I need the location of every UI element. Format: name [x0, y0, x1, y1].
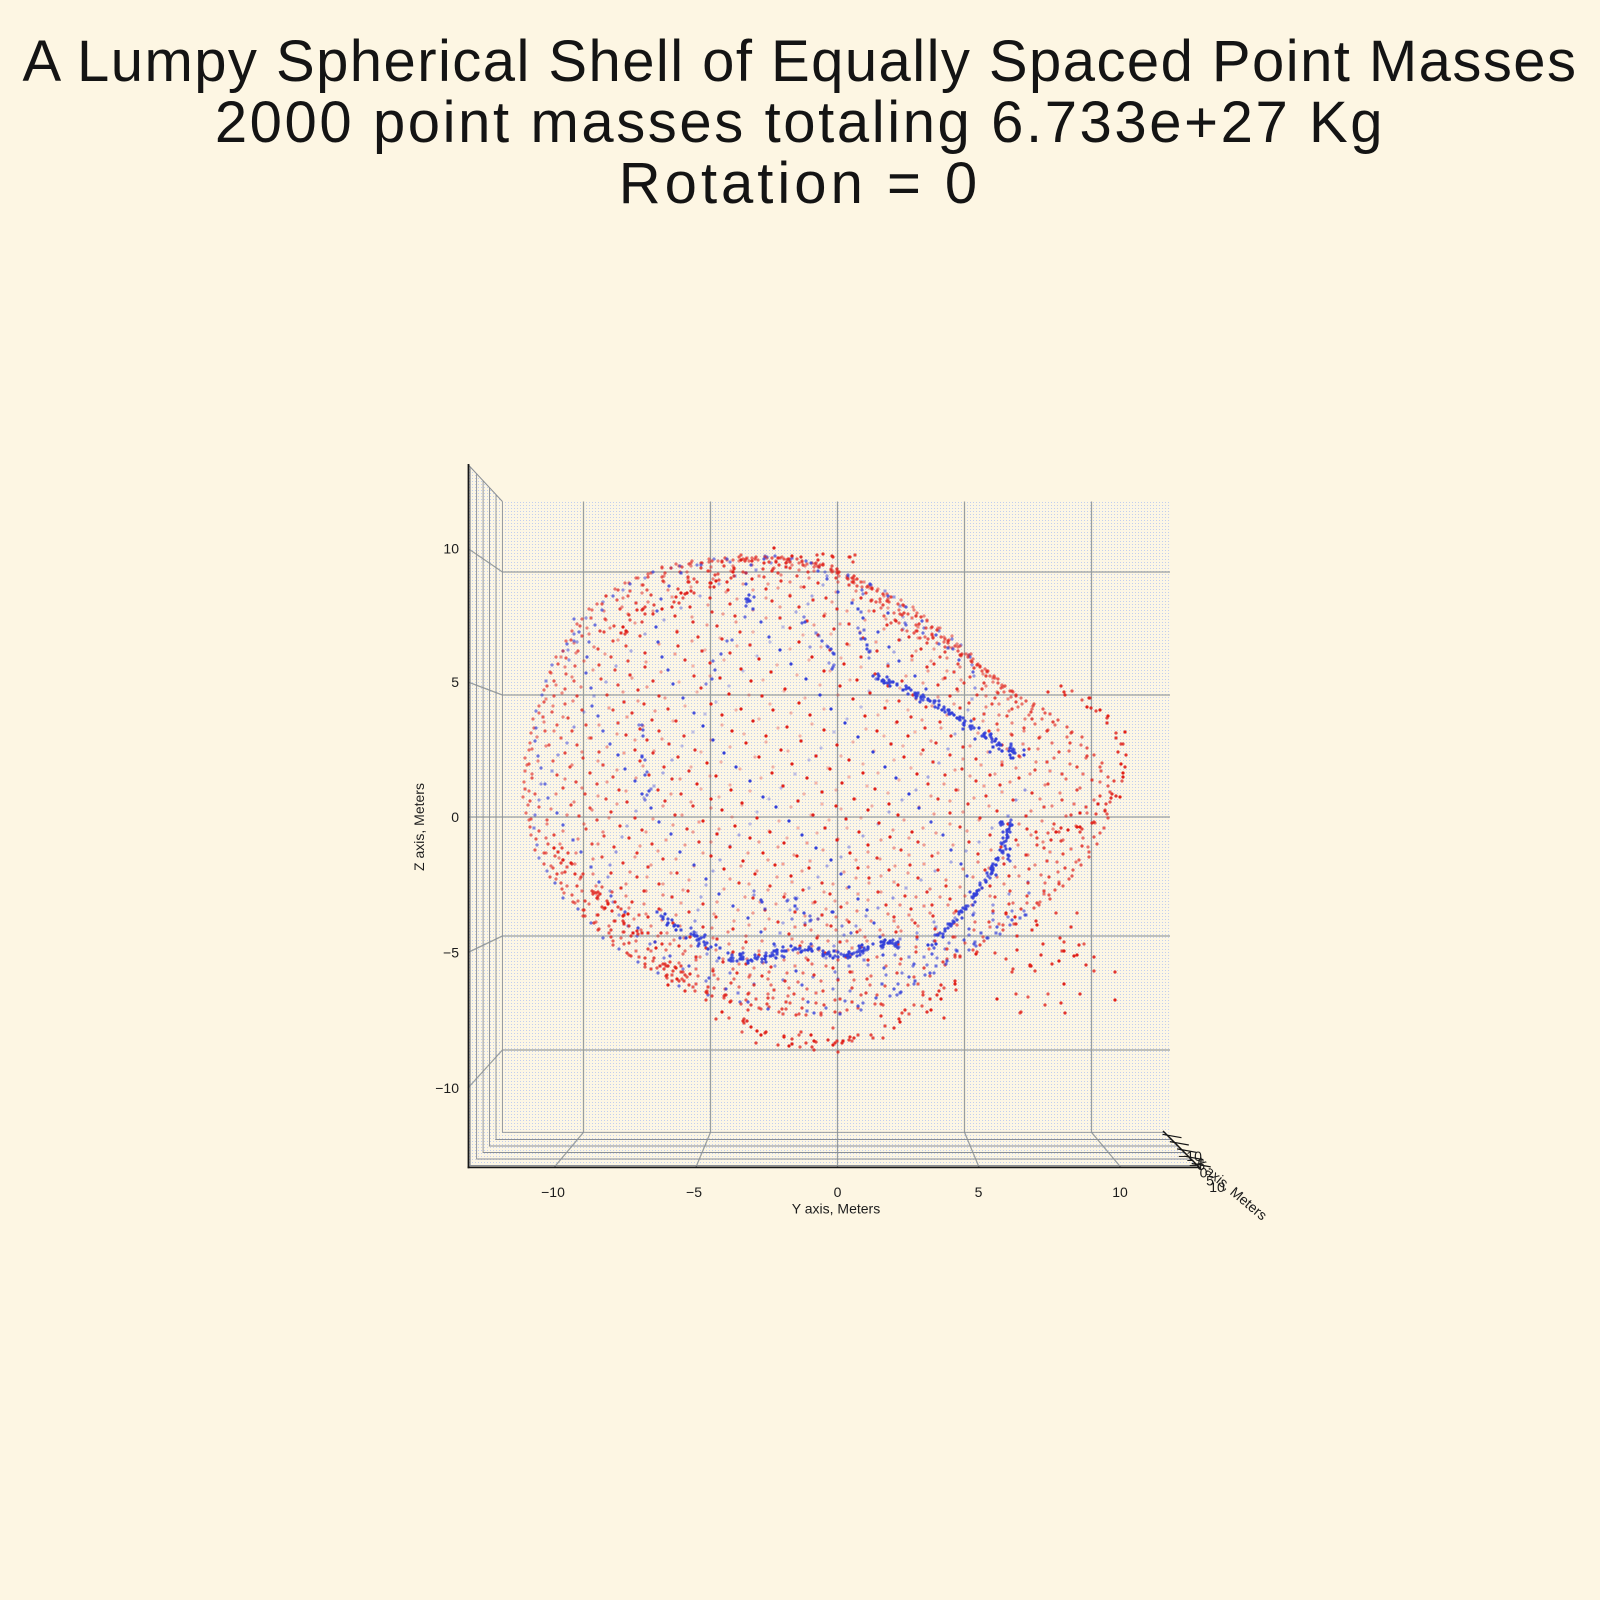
svg-text:−10: −10	[541, 1184, 565, 1200]
svg-text:10: 10	[1112, 1184, 1128, 1200]
svg-text:−10: −10	[435, 1080, 459, 1096]
svg-text:10: 10	[1209, 1179, 1225, 1195]
svg-text:−5: −5	[686, 1184, 702, 1200]
svg-text:0: 0	[451, 809, 459, 825]
svg-text:−5: −5	[1189, 1157, 1205, 1173]
svg-text:5: 5	[1206, 1173, 1214, 1189]
svg-text:X axis, Meters: X axis, Meters	[1192, 1154, 1270, 1223]
svg-text:0: 0	[834, 1184, 842, 1200]
svg-text:5: 5	[451, 674, 459, 690]
svg-text:5: 5	[975, 1184, 983, 1200]
svg-text:Y axis, Meters: Y axis, Meters	[792, 1201, 880, 1217]
svg-text:0: 0	[1200, 1165, 1208, 1181]
svg-text:Z axis, Meters: Z axis, Meters	[411, 783, 427, 871]
svg-text:−10: −10	[1178, 1148, 1202, 1164]
svg-text:−5: −5	[443, 945, 459, 961]
svg-text:10: 10	[443, 541, 459, 557]
